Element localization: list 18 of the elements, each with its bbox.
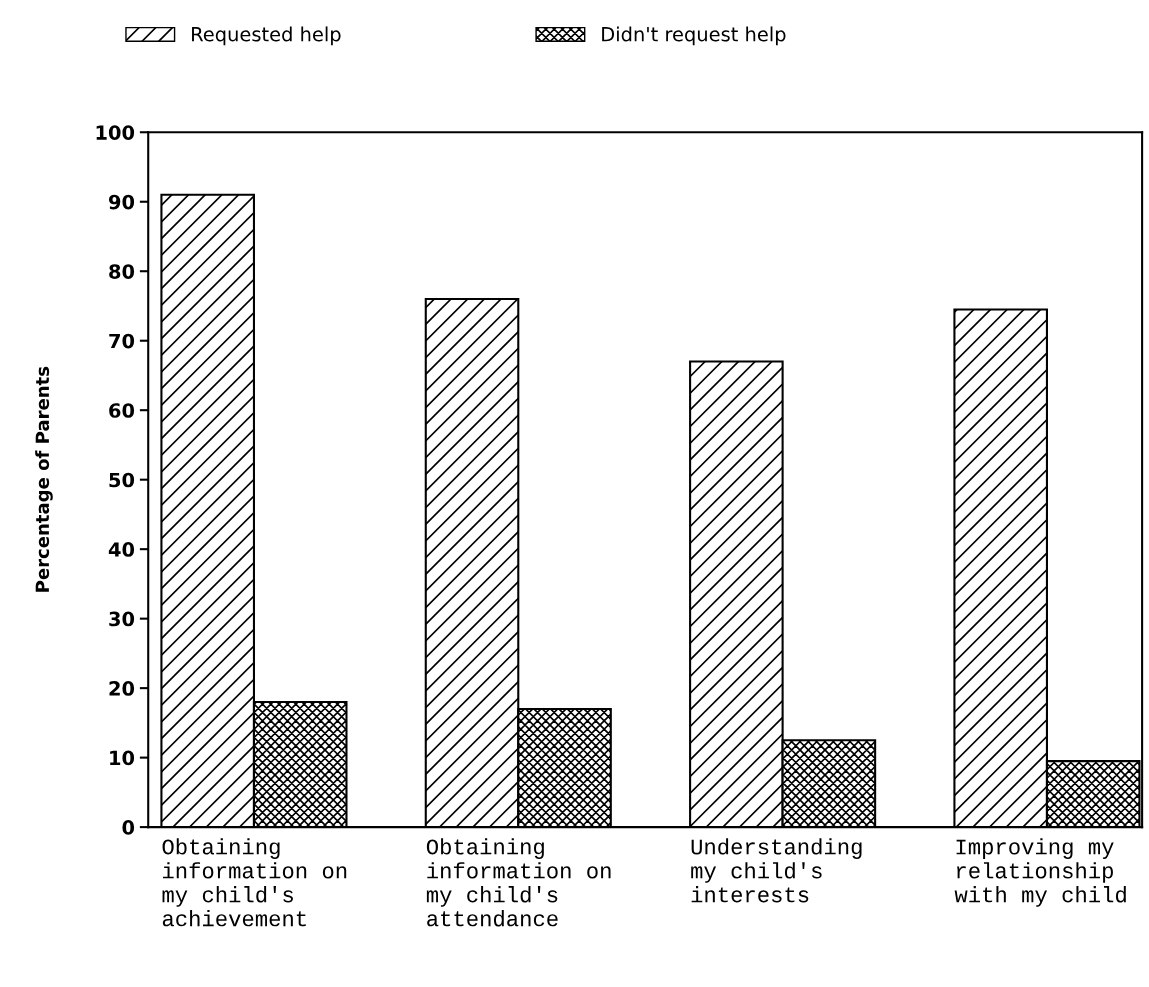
y-tick-label: 90: [108, 194, 135, 210]
legend-label: Requested help: [192, 26, 341, 46]
x-tick-label: Obtaining information on my child's attendance: [426, 838, 611, 927]
y-tick-label: 0: [122, 820, 135, 835]
y-axis-title: Percentage of Parents: [35, 366, 53, 592]
x-tick-label: Obtaining information on my child's achievement: [162, 838, 347, 927]
x-tick-label: Understanding my child's interests: [691, 838, 862, 903]
y-tick-label: 10: [110, 750, 135, 766]
y-tick-label: 60: [109, 403, 135, 418]
y-tick-label: 50: [109, 472, 135, 488]
y-tick-label: 20: [109, 681, 135, 696]
x-tick-label: Improving my relationship with my child: [954, 838, 1126, 907]
y-tick-label: 80: [109, 264, 135, 279]
y-tick-label: 70: [109, 333, 135, 349]
legend-label: Didn't request help: [602, 26, 786, 46]
y-tick-label: 100: [96, 125, 135, 140]
y-tick-label: 40: [108, 542, 135, 557]
y-tick-label: 30: [109, 611, 135, 627]
